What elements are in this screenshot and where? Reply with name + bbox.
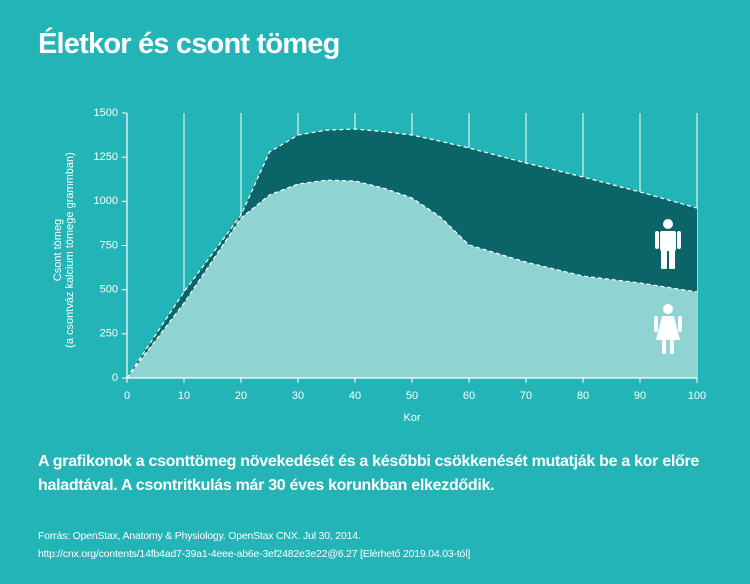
y-tick-label: 0 — [112, 372, 118, 384]
y-axis-label: (a csontváz kalcium tömege grammban) — [64, 152, 76, 348]
y-tick-label: 250 — [100, 328, 118, 340]
x-tick-label: 90 — [634, 390, 646, 402]
x-tick-label: 60 — [463, 390, 475, 402]
x-tick-label: 100 — [688, 390, 706, 402]
x-tick-label: 0 — [124, 390, 130, 402]
series-outline — [126, 128, 698, 379]
x-tick-label: 20 — [235, 390, 247, 402]
area — [127, 180, 697, 378]
x-tick-label: 30 — [292, 390, 304, 402]
x-tick-label: 80 — [577, 390, 589, 402]
male-icon — [655, 219, 681, 269]
caption: A grafikonok a csonttömeg növekedését és… — [38, 453, 699, 494]
series-outline — [126, 179, 698, 379]
x-axis-label: Kor — [403, 412, 420, 424]
female-icon — [654, 304, 682, 354]
x-tick-label: 50 — [406, 390, 418, 402]
y-tick-label: 1500 — [94, 107, 118, 119]
y-axis-label: Csont tömeg — [52, 219, 64, 281]
y-tick-label: 750 — [100, 239, 118, 251]
chart-title: Életkor és csont tömeg — [38, 28, 340, 60]
plot: 0 250 500 750 1000 1250 1500 0 10 20 30 40 50 60 70 80 9… — [94, 107, 707, 402]
x-tick-label: 10 — [178, 390, 190, 402]
x-tick-label: 70 — [520, 390, 532, 402]
source: http://cnx.org/contents/14fb4ad7-39a1-4e… — [38, 548, 471, 560]
x-tick-label: 40 — [349, 390, 361, 402]
chart: 0 250 500 750 1000 1250 1500 0 10 20 30 40 50 60 70 80 9… — [52, 107, 707, 424]
y-tick-label: 1000 — [94, 195, 118, 207]
y-tick-label: 500 — [100, 284, 118, 296]
source: Forrás: OpenStax, Anatomy & Physiology. … — [38, 530, 361, 542]
y-tick-label: 1250 — [94, 151, 118, 163]
